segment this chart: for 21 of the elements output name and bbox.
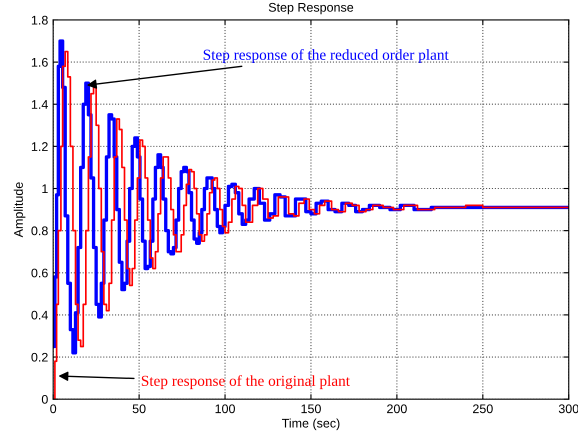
y-tick-label: 0.2	[31, 352, 48, 362]
y-tick-label: 0.4	[31, 310, 48, 320]
y-tick-label: 1.6	[32, 58, 48, 67]
x-tick-label: 250	[473, 404, 493, 414]
y-tick-label: 0	[42, 394, 48, 404]
x-tick-label: 50	[132, 404, 146, 414]
y-tick-label: 1.8	[32, 16, 48, 25]
y-tick-label: 0.6	[31, 268, 48, 278]
annotation: Step response of the reduced order plant	[204, 48, 449, 64]
x-tick-label: 150	[301, 404, 321, 414]
y-tick-label: 1.4	[32, 100, 48, 109]
x-axis-title: Time (sec)	[282, 418, 340, 430]
y-tick-label: 1.2	[32, 142, 48, 151]
y-tick-label: 0.8	[31, 226, 48, 236]
x-tick-label: 100	[216, 404, 235, 414]
y-tick-label: 1	[42, 184, 48, 194]
annotation: Step response of the original plant	[142, 375, 350, 390]
y-axis-title: Amplitude	[14, 182, 26, 238]
x-tick-label: 200	[387, 404, 407, 414]
x-tick-label: 0	[50, 404, 56, 414]
chart-title: Step Response	[268, 2, 354, 14]
